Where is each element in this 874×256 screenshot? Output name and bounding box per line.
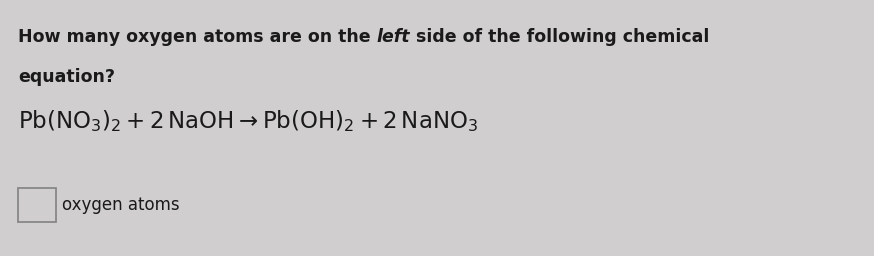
Text: equation?: equation?: [18, 68, 115, 86]
FancyBboxPatch shape: [18, 188, 56, 222]
Text: left: left: [377, 28, 410, 46]
Text: $\rm Pb(NO_3)_2 + 2\,NaOH \rightarrow Pb(OH)_2 + 2\,NaNO_3$: $\rm Pb(NO_3)_2 + 2\,NaOH \rightarrow Pb…: [18, 108, 478, 134]
Text: How many oxygen atoms are on the: How many oxygen atoms are on the: [18, 28, 377, 46]
Text: side of the following chemical: side of the following chemical: [410, 28, 710, 46]
Text: oxygen atoms: oxygen atoms: [62, 196, 180, 214]
